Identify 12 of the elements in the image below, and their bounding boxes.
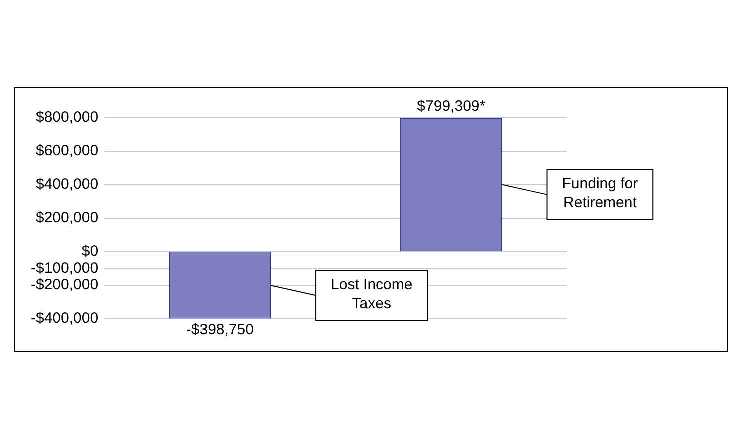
y-tick-label: $0 [82,243,99,260]
annotation: Funding for Retirement [562,175,638,212]
y-tick-label: -$400,000 [30,310,99,328]
y-tick-label: $200,000 [36,210,99,227]
y-tick-label: $800,000 [36,109,99,126]
y-tick-label: $400,000 [36,176,99,194]
y-tick-label: -$100,000 [30,260,99,277]
y-tick-label: -$200,000 [30,276,99,294]
annotation: Lost Income Taxes [331,276,413,312]
data-label: $799,309* [417,98,486,115]
data-label: -$398,750 [186,321,254,338]
y-tick-label: $600,000 [36,142,99,160]
